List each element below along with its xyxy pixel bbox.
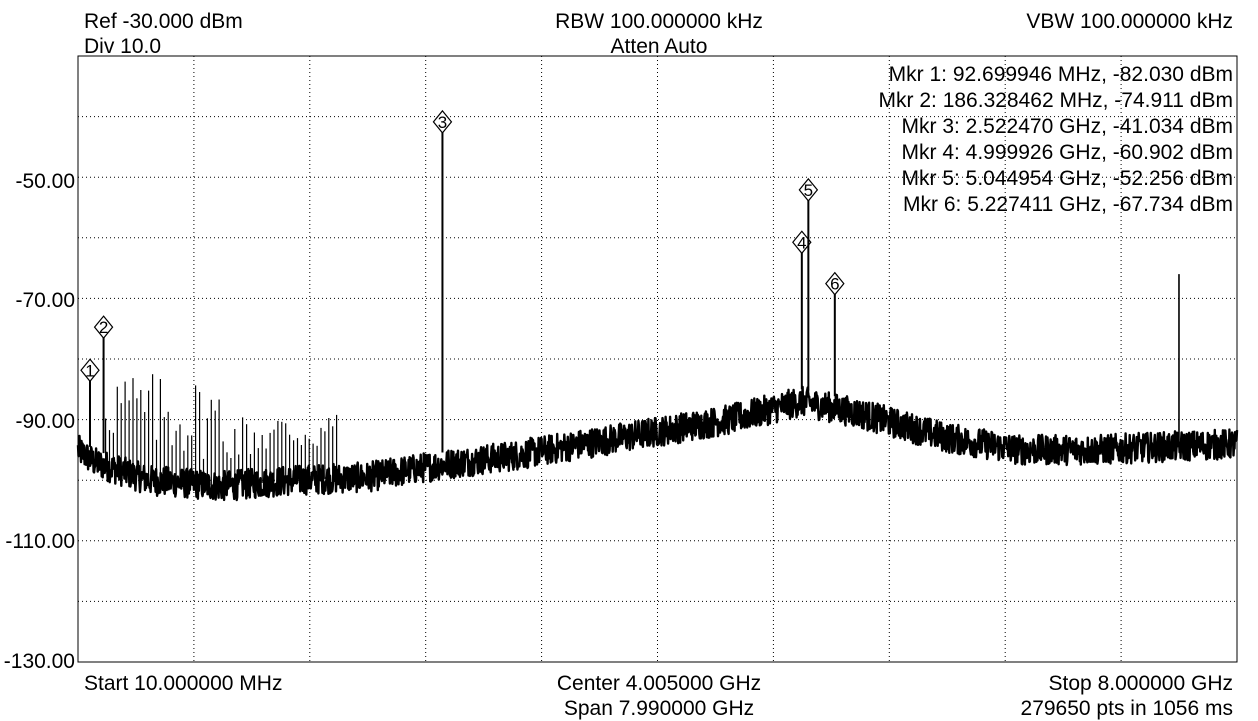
marker-diamond bbox=[798, 177, 819, 202]
plot-frame bbox=[77, 55, 1238, 663]
y-tick-label: -110.00 bbox=[5, 530, 75, 553]
marker-number: 6 bbox=[830, 275, 839, 294]
vbw-label: VBW 100.000000 kHz bbox=[1026, 10, 1233, 33]
marker-readout: Mkr 6: 5.227411 GHz, -67.734 dBm bbox=[903, 193, 1233, 216]
y-tick-label: -70.00 bbox=[15, 289, 75, 312]
marker-number: 4 bbox=[797, 233, 806, 252]
atten-label: Atten Auto bbox=[610, 35, 708, 58]
marker-number: 5 bbox=[804, 181, 813, 200]
span-label: Span 7.990000 GHz bbox=[563, 697, 755, 720]
marker-number: 2 bbox=[99, 318, 108, 337]
sweep-points-label: 279650 pts in 1056 ms bbox=[1020, 697, 1233, 720]
ref-level-label: Ref -30.000 dBm bbox=[84, 10, 243, 33]
rbw-label: RBW 100.000000 kHz bbox=[555, 10, 763, 33]
marker-diamond bbox=[80, 358, 100, 383]
y-tick-label: -50.00 bbox=[15, 170, 75, 193]
start-freq-label: Start 10.000000 MHz bbox=[84, 672, 283, 695]
stop-freq-label: Stop 8.000000 GHz bbox=[1048, 672, 1233, 695]
marker-number: 3 bbox=[438, 113, 447, 132]
marker-readout: Mkr 4: 4.999926 GHz, -60.902 dBm bbox=[901, 141, 1234, 164]
marker-readout: Mkr 2: 186.328462 MHz, -74.911 dBm bbox=[878, 89, 1233, 112]
center-freq-label: Center 4.005000 GHz bbox=[556, 672, 762, 695]
y-tick-label: -90.00 bbox=[15, 410, 75, 433]
marker-diamond bbox=[93, 315, 114, 340]
marker-readout: Mkr 5: 5.044954 GHz, -52.256 dBm bbox=[901, 167, 1234, 190]
marker-readout: Mkr 1: 92.699946 MHz, -82.030 dBm bbox=[888, 63, 1233, 86]
marker-readout: Mkr 3: 2.522470 GHz, -41.034 dBm bbox=[901, 115, 1234, 138]
marker-diamond bbox=[432, 109, 453, 134]
noise-floor-trace bbox=[76, 385, 1239, 502]
y-tick-label: -130.00 bbox=[3, 650, 75, 673]
marker-diamond bbox=[825, 271, 845, 296]
div-label: Div 10.0 bbox=[84, 35, 162, 58]
marker-number: 1 bbox=[85, 361, 94, 380]
